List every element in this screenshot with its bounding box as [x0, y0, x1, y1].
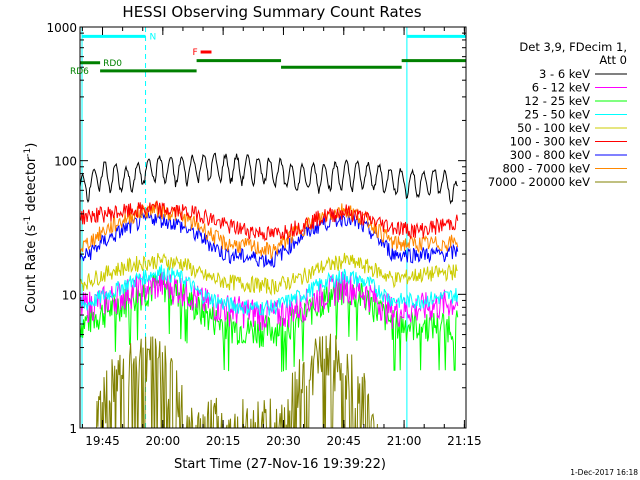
- legend-label-1: 6 - 12 keV: [532, 81, 590, 95]
- series-line-6: [80, 211, 459, 268]
- x-tick-label: 20:30: [266, 434, 301, 448]
- series-line-4: [80, 252, 458, 296]
- x-tick-label: 21:00: [387, 434, 422, 448]
- legend-label-6: 300 - 800 keV: [510, 148, 590, 162]
- legend-label-8: 7000 - 20000 keV: [488, 175, 590, 189]
- legend-label-7: 800 - 7000 keV: [502, 162, 590, 176]
- series-line-3: [80, 264, 459, 316]
- series-line-8: [96, 333, 378, 428]
- legend-label-0: 3 - 6 keV: [539, 67, 590, 81]
- x-tick-label: 19:45: [85, 434, 120, 448]
- series-line-7: [80, 199, 459, 260]
- x-tick-label: 20:15: [206, 434, 241, 448]
- y-axis-title: Count Rate (s-1 detector-1): [23, 143, 39, 314]
- flag-label-f: F: [192, 48, 197, 58]
- footer-date: 1-Dec-2017 16:18: [570, 468, 638, 477]
- legend-header-line1: Det 3,9, FDecim 1,: [519, 40, 627, 54]
- y-tick-label: 100: [54, 155, 77, 169]
- x-tick-label: 20:00: [146, 434, 181, 448]
- series-line-2: [80, 270, 459, 372]
- y-tick-label: 10: [62, 288, 77, 302]
- x-tick-label: 20:45: [326, 434, 361, 448]
- legend-label-2: 12 - 25 keV: [524, 94, 590, 108]
- legend-label-5: 100 - 300 keV: [510, 135, 590, 149]
- series-line-5: [80, 200, 459, 242]
- legend-label-3: 25 - 50 keV: [524, 108, 590, 122]
- flag-label-rd0: RD0: [103, 59, 122, 69]
- x-axis-title: Start Time (27-Nov-16 19:39:22): [174, 457, 386, 472]
- flag-label-rd6: RD6: [70, 67, 89, 77]
- x-tick-label: 21:15: [447, 434, 482, 448]
- y-tick-label: 1000: [46, 21, 77, 35]
- plot-frame: [79, 26, 467, 429]
- y-tick-label: 1: [69, 422, 77, 436]
- svg-text:Count Rate (s-1 detector-1): Count Rate (s-1 detector-1): [23, 143, 39, 314]
- legend-label-4: 50 - 100 keV: [517, 121, 590, 135]
- chart-title: HESSI Observing Summary Count Rates: [122, 3, 421, 21]
- legend-header-line2: Att 0: [599, 53, 627, 67]
- flag-label-n: N: [150, 32, 157, 42]
- series-line-0: [80, 152, 458, 205]
